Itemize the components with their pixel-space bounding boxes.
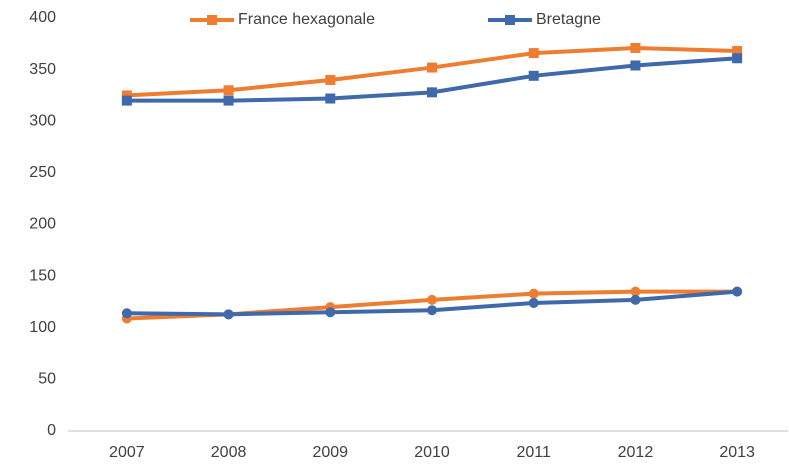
y-tick-label: 100 <box>29 319 56 336</box>
y-tick-label: 350 <box>29 61 56 78</box>
y-tick-label: 0 <box>47 422 56 439</box>
legend-label: Bretagne <box>536 11 601 28</box>
marker <box>427 294 437 305</box>
x-tick-label: 2011 <box>517 444 552 461</box>
marker <box>732 46 743 57</box>
y-tick-label: 300 <box>29 112 56 129</box>
marker <box>732 53 743 64</box>
marker <box>427 305 437 316</box>
y-tick-label: 150 <box>29 267 56 284</box>
y-tick-label: 250 <box>29 164 56 181</box>
marker <box>427 62 437 73</box>
marker <box>121 308 132 319</box>
marker <box>630 60 641 71</box>
marker <box>528 70 539 81</box>
legend-marker <box>207 15 217 25</box>
marker <box>325 74 336 85</box>
marker <box>630 294 641 305</box>
x-tick-label: 2013 <box>719 444 755 461</box>
marker <box>121 90 132 101</box>
marker <box>325 93 336 104</box>
marker <box>427 87 437 98</box>
y-tick-label: 200 <box>29 216 56 233</box>
marker <box>630 42 641 53</box>
x-tick-label: 2007 <box>109 444 145 461</box>
x-tick-label: 2008 <box>211 444 247 461</box>
y-tick-label: 400 <box>29 9 56 26</box>
x-tick-label: 2010 <box>414 444 450 461</box>
marker <box>121 95 132 106</box>
marker <box>732 286 743 297</box>
marker <box>528 297 539 308</box>
marker <box>223 309 234 320</box>
x-tick-label: 2012 <box>618 444 654 461</box>
marker <box>528 288 539 299</box>
legend-marker <box>505 15 515 25</box>
x-tick-label: 2009 <box>312 444 348 461</box>
marker <box>630 286 641 297</box>
marker <box>528 48 539 59</box>
legend-label: France hexagonale <box>238 11 375 28</box>
marker <box>325 307 336 318</box>
marker <box>223 85 234 96</box>
y-tick-label: 50 <box>38 371 56 388</box>
marker <box>223 95 234 106</box>
